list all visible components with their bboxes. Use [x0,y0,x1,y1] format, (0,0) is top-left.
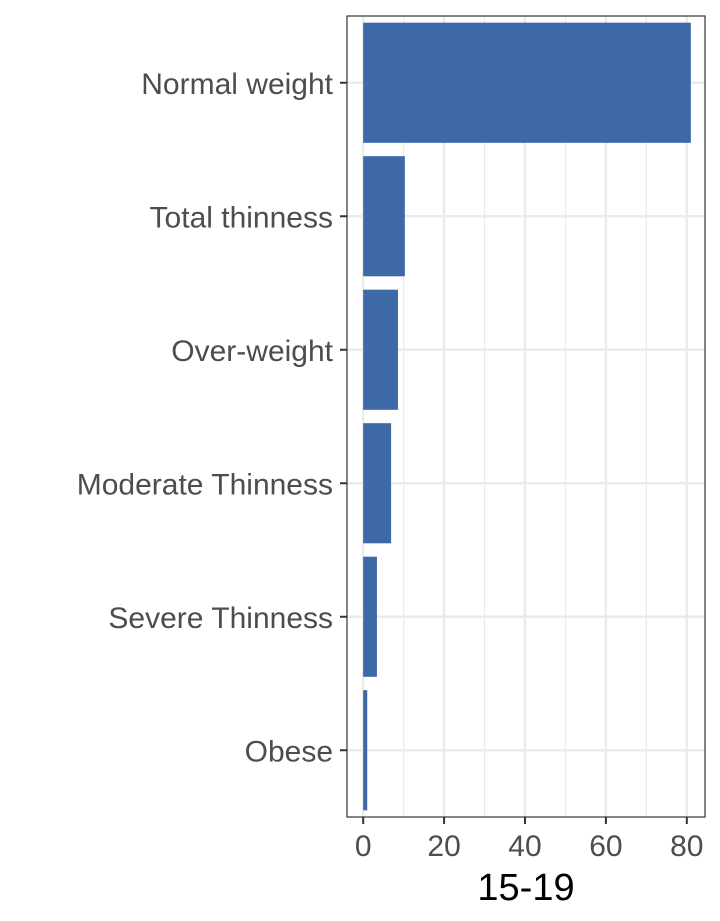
y-tick-label: Moderate Thinness [77,468,333,501]
x-tick-label: 80 [670,830,703,863]
x-tick-label: 40 [508,830,541,863]
bar [363,156,405,277]
x-tick-label: 0 [355,830,372,863]
plot-border [346,15,706,818]
minor-gridlines [403,16,647,817]
y-tick-label: Normal weight [141,68,333,101]
x-axis-title: 15-19 [477,867,574,909]
bars [363,22,691,811]
y-tick-label: Obese [245,735,333,768]
bar [363,22,691,143]
y-axis: Normal weight Total thinness Over-weight Mo… [77,68,347,768]
y-tick-label: Total thinness [150,201,333,234]
y-tick-label: Over-weight [171,335,333,368]
bar [363,289,398,410]
bar [363,690,368,811]
x-tick-label: 20 [427,830,460,863]
x-tick-label: 60 [589,830,622,863]
x-axis: 0 20 40 60 80 [355,817,703,863]
bar [363,423,392,544]
y-tick-label: Severe Thinness [108,602,333,635]
bar [363,556,377,677]
